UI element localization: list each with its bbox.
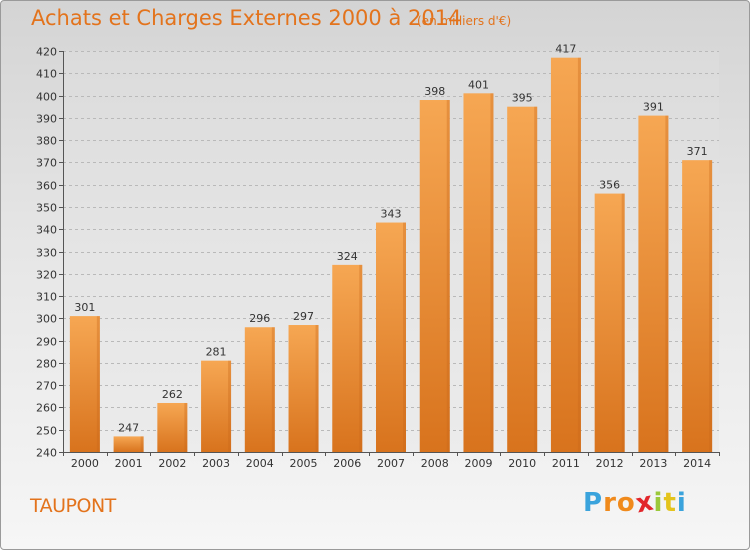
data-label-2013: 391 — [643, 101, 664, 114]
y-tick-label: 240 — [36, 447, 57, 460]
x-tick-label: 2011 — [552, 457, 580, 470]
data-label-2014: 371 — [687, 145, 708, 158]
bar-2014 — [682, 160, 713, 452]
x-tick-label: 2009 — [464, 457, 492, 470]
data-label-2012: 356 — [599, 179, 620, 192]
data-label-2003: 281 — [206, 346, 227, 359]
bar-2013 — [638, 115, 669, 452]
x-tick-label: 2006 — [333, 457, 361, 470]
x-tick-label: 2001 — [115, 457, 143, 470]
bar-2011 — [550, 57, 581, 452]
y-tick-label: 290 — [36, 336, 57, 349]
y-tick-label: 380 — [36, 135, 57, 148]
bar-shade — [315, 325, 319, 452]
y-tick-label: 410 — [36, 68, 57, 81]
x-tick-label: 2004 — [246, 457, 274, 470]
logo-letter: P — [583, 488, 604, 518]
x-tick-label: 2003 — [202, 457, 230, 470]
commune-name: TAUPONT — [30, 495, 116, 517]
bar-2000 — [69, 316, 100, 452]
proxiti-logo[interactable]: Proxiti — [583, 486, 687, 519]
y-tick-label: 370 — [36, 157, 57, 170]
y-tick-label: 330 — [36, 247, 57, 260]
y-tick-label: 300 — [36, 313, 57, 326]
data-label-2001: 247 — [118, 421, 139, 434]
bar-2005 — [288, 325, 319, 452]
data-label-2007: 343 — [381, 208, 402, 221]
x-tick-label: 2013 — [639, 457, 667, 470]
x-tick-label: 2008 — [421, 457, 449, 470]
bar-shade — [709, 160, 713, 452]
chart-title: Achats et Charges Externes 2000 à 2014 — [31, 6, 461, 30]
data-label-2011: 417 — [555, 43, 576, 56]
logo-letter: t — [663, 488, 677, 518]
data-label-2004: 296 — [249, 312, 270, 325]
bar-2009 — [463, 93, 494, 453]
bar-2003 — [201, 360, 232, 452]
x-tick-label: 2010 — [508, 457, 536, 470]
y-tick-label: 260 — [36, 402, 57, 415]
y-tick-label: 420 — [36, 46, 57, 59]
chart-unit-label: (en milliers d'€) — [417, 14, 512, 28]
data-label-2002: 262 — [162, 388, 183, 401]
bar-2002 — [157, 402, 188, 452]
bar-2006 — [332, 264, 363, 452]
y-tick-label: 310 — [36, 291, 57, 304]
data-label-2006: 324 — [337, 250, 358, 263]
logo-letter: r — [603, 488, 617, 518]
data-label-2008: 398 — [424, 85, 445, 98]
bar-shade — [359, 264, 363, 452]
bar-2004 — [244, 327, 275, 452]
y-tick-label: 400 — [36, 91, 57, 104]
data-label-2000: 301 — [74, 301, 95, 314]
logo-letter: o — [616, 488, 636, 518]
x-tick-label: 2002 — [158, 457, 186, 470]
bar-2008 — [419, 100, 450, 452]
x-tick-label: 2012 — [596, 457, 624, 470]
bar-shade — [228, 360, 232, 452]
bar-shade — [665, 115, 669, 452]
y-tick-label: 360 — [36, 180, 57, 193]
y-tick-label: 350 — [36, 202, 57, 215]
y-axis: 240 250 260 270 280 290 300 310 320 330 340 350 360 3… — [36, 46, 64, 460]
bar-shade — [490, 93, 494, 453]
bars: 301 247 262 281 296 297 324 343 398 401 395 417 356 3… — [69, 43, 713, 453]
data-label-2010: 395 — [512, 92, 533, 105]
bar-shade — [403, 222, 406, 452]
bar-shade — [534, 106, 538, 452]
x-tick-label: 2005 — [290, 457, 318, 470]
bar-shade — [96, 316, 100, 452]
bar-2010 — [507, 106, 538, 452]
y-tick-label: 390 — [36, 113, 57, 126]
y-tick-label: 280 — [36, 358, 57, 371]
y-tick-label: 340 — [36, 224, 57, 237]
x-tick-label: 2014 — [683, 457, 711, 470]
x-tick-label: 2000 — [71, 457, 99, 470]
data-label-2005: 297 — [293, 310, 314, 323]
logo-letter: i — [653, 488, 664, 518]
y-tick-label: 320 — [36, 269, 57, 282]
y-tick-label: 250 — [36, 425, 57, 438]
bar-shade — [140, 436, 144, 452]
logo-letter: i — [676, 488, 687, 518]
bar-shade — [446, 100, 450, 452]
bar-shade — [621, 193, 625, 453]
bar-shade — [184, 402, 188, 452]
data-label-2009: 401 — [468, 78, 489, 91]
bar-2012 — [594, 193, 625, 453]
bar-2001 — [113, 436, 144, 452]
y-tick-label: 270 — [36, 380, 57, 393]
x-tick-label: 2007 — [377, 457, 405, 470]
bar-shade — [271, 327, 275, 452]
x-axis: 2000 2001 2002 2003 2004 2005 2006 2007 2008 2009… — [63, 452, 720, 470]
chart-title-text: Achats et Charges Externes 2000 à 2014 — [31, 6, 462, 30]
bar-2007 — [376, 222, 406, 452]
bar-shade — [577, 57, 581, 452]
